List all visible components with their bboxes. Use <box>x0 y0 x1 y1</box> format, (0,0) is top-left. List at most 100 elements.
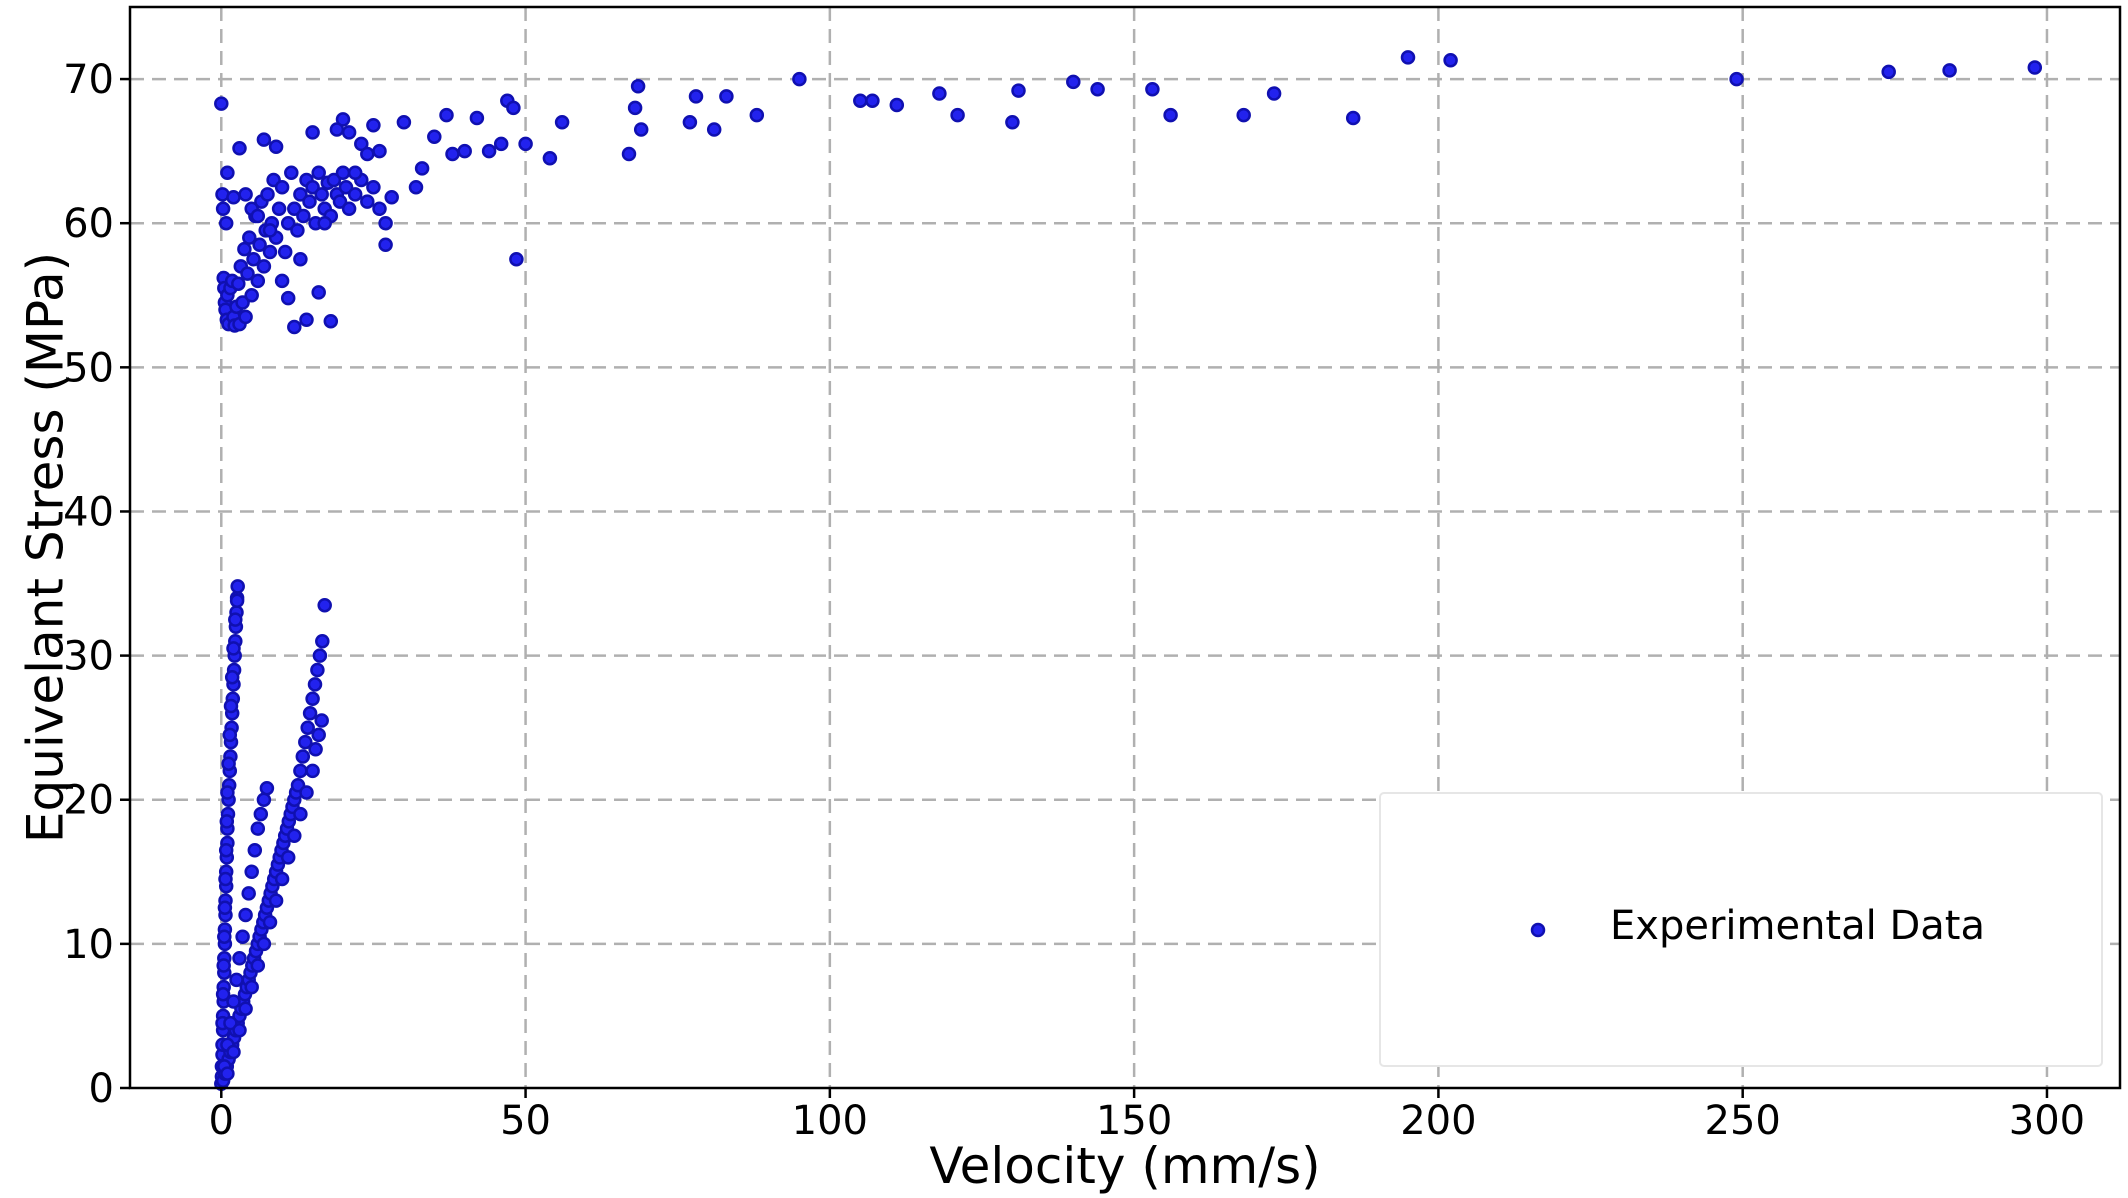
y-tick-label: 20 <box>63 778 114 824</box>
data-point <box>262 223 278 238</box>
data-point <box>220 1066 235 1081</box>
data-point <box>302 194 317 209</box>
x-tick-label: 250 <box>1705 1098 1781 1144</box>
y-axis-ticks: 0 10 20 30 40 50 60 70 <box>63 57 130 1112</box>
data-point <box>627 100 643 116</box>
data-point <box>256 259 272 274</box>
data-point <box>323 313 339 329</box>
data-point <box>217 900 233 916</box>
data-point <box>1942 63 1957 78</box>
data-point <box>305 179 320 195</box>
data-point <box>250 208 266 224</box>
data-point <box>238 1001 253 1016</box>
y-tick-label: 70 <box>63 57 114 103</box>
data-point <box>305 125 320 140</box>
data-point <box>250 273 266 289</box>
data-point <box>706 122 722 137</box>
data-point <box>305 691 320 707</box>
data-point <box>259 780 275 796</box>
data-point <box>439 107 454 123</box>
data-point <box>280 290 296 306</box>
data-point <box>214 96 229 111</box>
data-point <box>238 907 253 923</box>
data-point <box>253 806 269 822</box>
data-point <box>335 112 351 127</box>
data-point <box>256 132 272 147</box>
data-point <box>287 828 302 844</box>
data-point <box>347 187 363 202</box>
y-tick-label: 10 <box>63 922 114 968</box>
data-point <box>396 115 412 130</box>
data-point <box>317 215 332 231</box>
data-point <box>1443 53 1458 68</box>
y-tick-label: 30 <box>63 634 114 680</box>
y-tick-label: 40 <box>63 489 114 535</box>
data-point <box>232 141 247 156</box>
data-point <box>287 201 302 217</box>
data-point <box>633 122 649 137</box>
data-point <box>1145 81 1160 97</box>
data-point <box>384 190 399 205</box>
data-point <box>366 179 381 195</box>
data-point <box>335 165 351 181</box>
data-point <box>244 979 259 995</box>
data-point <box>518 136 533 152</box>
data-point <box>630 79 646 94</box>
data-point <box>1163 107 1178 123</box>
x-tick-label: 150 <box>1096 1098 1172 1144</box>
data-point <box>315 633 330 649</box>
data-point <box>274 273 290 289</box>
data-point <box>1881 64 1896 80</box>
data-point <box>235 295 250 310</box>
data-point <box>300 720 315 735</box>
data-point <box>238 187 253 202</box>
data-point <box>372 201 387 217</box>
data-point <box>215 201 231 217</box>
data-point <box>280 850 296 865</box>
data-point <box>298 734 313 750</box>
data-point <box>223 698 239 714</box>
data-point <box>271 201 287 217</box>
data-point <box>219 814 235 829</box>
data-point <box>509 251 524 267</box>
data-point <box>293 806 308 822</box>
data-point <box>238 309 253 325</box>
data-point <box>1400 50 1416 65</box>
data-point <box>889 97 905 113</box>
data-point <box>226 994 241 1009</box>
data-point <box>218 215 234 231</box>
data-point <box>256 936 272 952</box>
x-axis-label: Velocity (mm/s) <box>929 1137 1320 1195</box>
data-point <box>481 143 497 159</box>
data-point <box>341 125 357 140</box>
data-point <box>217 929 232 944</box>
data-point <box>220 785 235 800</box>
data-point <box>299 785 314 800</box>
data-point <box>1090 81 1105 97</box>
data-point <box>277 244 293 260</box>
x-tick-label: 300 <box>2009 1098 2085 1144</box>
data-point <box>1066 74 1081 90</box>
data-point <box>1236 107 1251 123</box>
data-point <box>305 763 320 779</box>
data-point <box>360 146 375 162</box>
legend-marker <box>1530 922 1546 938</box>
data-point <box>950 107 965 123</box>
data-point <box>252 237 267 253</box>
data-point <box>469 110 485 126</box>
y-tick-label: 60 <box>63 201 114 247</box>
data-point <box>268 893 284 908</box>
data-point <box>262 914 278 930</box>
data-point <box>221 756 236 771</box>
data-point <box>232 951 247 966</box>
data-point <box>1729 71 1744 87</box>
data-point <box>244 864 259 880</box>
data-point <box>372 143 387 159</box>
data-point <box>293 187 308 202</box>
data-point <box>308 742 323 757</box>
data-point <box>378 215 393 231</box>
data-point <box>554 115 570 130</box>
data-point <box>317 597 332 613</box>
x-axis-ticks: 0 50 100 150 200 250 300 <box>209 1088 2085 1144</box>
